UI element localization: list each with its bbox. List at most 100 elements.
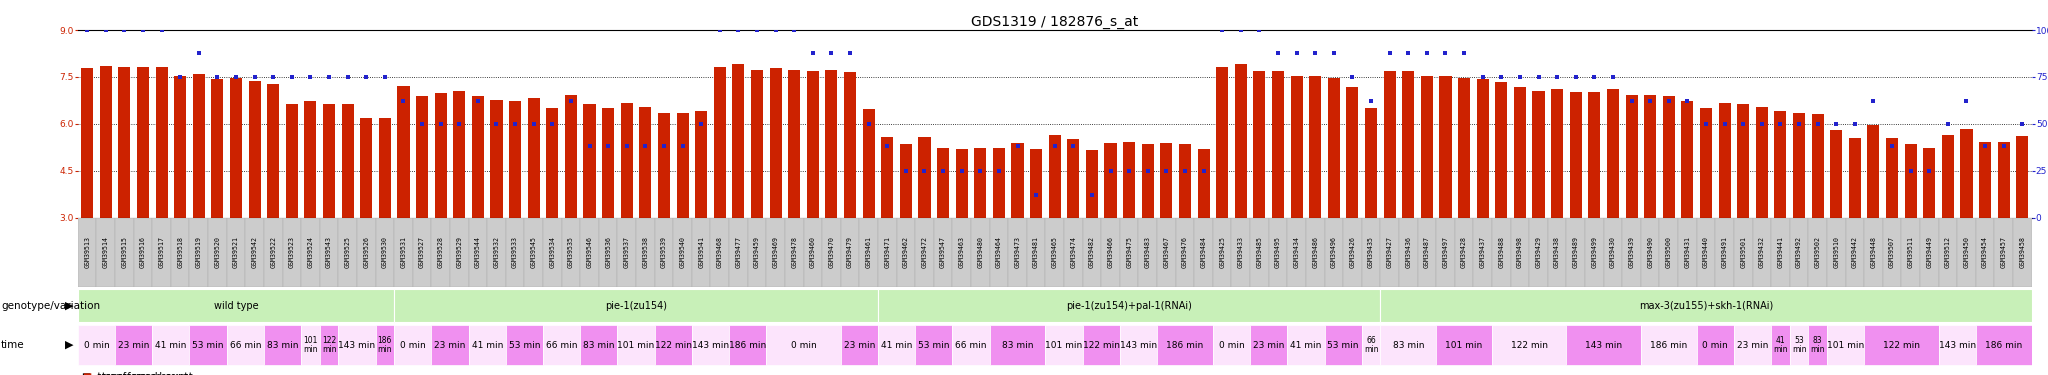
Bar xyxy=(899,144,911,218)
Point xyxy=(983,168,1016,174)
Bar xyxy=(528,98,541,218)
Bar xyxy=(956,149,969,217)
FancyBboxPatch shape xyxy=(1864,217,1882,287)
Text: GSM39467: GSM39467 xyxy=(1163,236,1169,268)
Bar xyxy=(1198,149,1210,217)
Text: GSM39425: GSM39425 xyxy=(1219,236,1225,268)
Text: GSM39511: GSM39511 xyxy=(1907,236,1913,268)
Text: 122
min: 122 min xyxy=(322,336,336,354)
Text: GSM39534: GSM39534 xyxy=(549,236,555,268)
Text: wild type: wild type xyxy=(213,301,258,310)
FancyBboxPatch shape xyxy=(1454,217,1473,287)
FancyBboxPatch shape xyxy=(1790,217,1808,287)
Bar xyxy=(1384,71,1395,217)
Point xyxy=(629,143,662,149)
Point xyxy=(369,74,401,80)
Bar xyxy=(621,104,633,218)
Point xyxy=(406,121,438,127)
FancyBboxPatch shape xyxy=(375,325,393,365)
Text: GSM39462: GSM39462 xyxy=(903,236,909,268)
Text: 83 min: 83 min xyxy=(266,340,299,350)
Bar xyxy=(1569,92,1581,218)
Text: pie-1(zu154): pie-1(zu154) xyxy=(604,301,668,310)
FancyBboxPatch shape xyxy=(766,217,784,287)
Text: GSM39531: GSM39531 xyxy=(401,236,406,268)
Text: GSM39487: GSM39487 xyxy=(1423,236,1430,268)
FancyBboxPatch shape xyxy=(78,217,96,287)
FancyBboxPatch shape xyxy=(915,217,934,287)
Text: GSM39532: GSM39532 xyxy=(494,236,500,268)
Text: GSM39440: GSM39440 xyxy=(1704,236,1708,268)
FancyBboxPatch shape xyxy=(842,217,860,287)
Bar xyxy=(1421,76,1434,217)
Text: GSM39495: GSM39495 xyxy=(1276,236,1280,268)
Text: GSM39519: GSM39519 xyxy=(197,236,203,268)
Text: GSM39469: GSM39469 xyxy=(772,236,778,268)
Text: GSM39448: GSM39448 xyxy=(1870,236,1876,268)
FancyBboxPatch shape xyxy=(1288,325,1325,365)
Text: 101 min: 101 min xyxy=(1446,340,1483,350)
Text: GSM39433: GSM39433 xyxy=(1237,236,1243,268)
FancyBboxPatch shape xyxy=(1325,325,1362,365)
Text: 101 min: 101 min xyxy=(1044,340,1083,350)
Bar xyxy=(1513,87,1526,218)
Text: GSM39460: GSM39460 xyxy=(809,236,815,268)
Point xyxy=(778,27,811,33)
Text: pie-1(zu154)+pal-1(RNAi): pie-1(zu154)+pal-1(RNAi) xyxy=(1067,301,1192,310)
Bar xyxy=(1180,144,1192,218)
Bar xyxy=(1067,139,1079,218)
Text: GSM39438: GSM39438 xyxy=(1554,236,1561,268)
Bar xyxy=(1327,78,1339,218)
Point xyxy=(1374,50,1407,55)
Point xyxy=(442,121,475,127)
Point xyxy=(1987,143,2019,149)
Text: 122 min: 122 min xyxy=(1511,340,1548,350)
Text: GSM39480: GSM39480 xyxy=(977,236,983,268)
FancyBboxPatch shape xyxy=(616,325,655,365)
Point xyxy=(1354,98,1386,104)
FancyBboxPatch shape xyxy=(209,217,227,287)
Bar xyxy=(938,148,948,217)
Point xyxy=(926,168,958,174)
FancyBboxPatch shape xyxy=(711,217,729,287)
FancyBboxPatch shape xyxy=(1939,217,1958,287)
Bar xyxy=(788,70,801,217)
Bar xyxy=(248,81,260,218)
Point xyxy=(109,27,141,33)
FancyBboxPatch shape xyxy=(375,217,393,287)
Bar xyxy=(193,74,205,217)
FancyBboxPatch shape xyxy=(414,217,432,287)
Point xyxy=(219,74,252,80)
Point xyxy=(1094,168,1126,174)
Bar xyxy=(1012,143,1024,218)
Bar xyxy=(416,96,428,218)
Text: GSM39431: GSM39431 xyxy=(1683,236,1690,268)
Text: GSM39537: GSM39537 xyxy=(625,236,629,268)
FancyBboxPatch shape xyxy=(356,217,375,287)
Point xyxy=(852,121,885,127)
FancyBboxPatch shape xyxy=(1735,325,1772,365)
Text: 53 min: 53 min xyxy=(1327,340,1360,350)
Point xyxy=(1020,192,1053,198)
Text: GSM39517: GSM39517 xyxy=(158,236,164,268)
FancyBboxPatch shape xyxy=(1939,325,1976,365)
Text: 0 min: 0 min xyxy=(84,340,109,350)
Point xyxy=(90,27,123,33)
Text: GSM39484: GSM39484 xyxy=(1200,236,1206,268)
Point xyxy=(870,143,903,149)
Text: GSM39457: GSM39457 xyxy=(2001,236,2007,268)
FancyBboxPatch shape xyxy=(1640,217,1659,287)
Point xyxy=(1876,143,1909,149)
FancyBboxPatch shape xyxy=(2013,217,2032,287)
Bar xyxy=(733,64,743,217)
Text: GSM39524: GSM39524 xyxy=(307,236,313,268)
Point xyxy=(1130,168,1163,174)
FancyBboxPatch shape xyxy=(692,217,711,287)
Text: 122 min: 122 min xyxy=(1882,340,1919,350)
Bar xyxy=(715,67,725,218)
Text: GSM39526: GSM39526 xyxy=(362,236,369,268)
FancyBboxPatch shape xyxy=(1065,217,1083,287)
Bar xyxy=(1792,113,1804,218)
FancyBboxPatch shape xyxy=(264,325,301,365)
Point xyxy=(256,74,289,80)
